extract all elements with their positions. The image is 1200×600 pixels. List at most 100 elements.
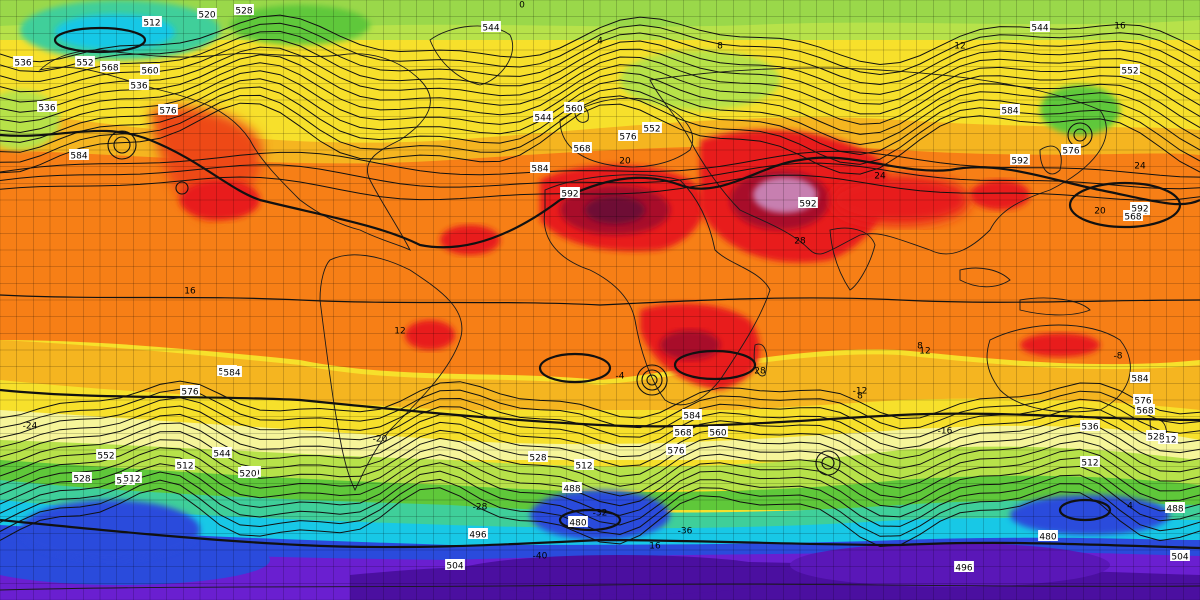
height-label: 592 — [799, 200, 816, 210]
height-label-bg — [560, 187, 580, 198]
bold-contours — [0, 26, 1200, 550]
temperature-label: -32 — [593, 509, 608, 519]
height-contour — [0, 162, 1200, 190]
height-contour — [0, 14, 1200, 66]
height-label: 544 — [213, 450, 230, 460]
height-label-bg — [75, 56, 95, 67]
height-label-bg — [129, 79, 149, 90]
height-label: 576 — [667, 447, 684, 457]
height-label-bg — [1000, 104, 1020, 115]
temperature-label: 20 — [619, 157, 631, 167]
temperature-label: 8 — [917, 342, 923, 352]
height-label: 480 — [1039, 533, 1056, 543]
height-label-bg — [954, 561, 974, 572]
height-contour — [0, 62, 1200, 125]
height-contour — [0, 405, 1200, 450]
height-label-bg — [37, 101, 57, 112]
height-label: 536 — [1081, 423, 1098, 433]
height-label: 568 — [101, 64, 118, 74]
temperature-label: 24 — [874, 172, 886, 182]
height-label-bg — [564, 102, 584, 113]
height-contour — [0, 54, 1200, 115]
height-label-bg — [222, 366, 242, 377]
height-label-bg — [69, 149, 89, 160]
height-label: 568 — [573, 145, 590, 155]
height-label-bg — [572, 142, 592, 153]
temperature-label: 20 — [1094, 207, 1106, 217]
height-contour — [0, 30, 1200, 86]
height-label: 496 — [469, 531, 486, 541]
height-label: 536 — [38, 104, 55, 114]
height-label: 576 — [1062, 147, 1079, 157]
height-label-bg — [574, 459, 594, 470]
height-contour — [0, 70, 1200, 135]
temperature-label: -20 — [373, 435, 388, 445]
height-label: 584 — [223, 369, 240, 379]
temperature-label: 12 — [954, 42, 965, 52]
temperature-label: 4 — [597, 37, 603, 47]
height-label-bg — [234, 4, 254, 15]
height-label: 576 — [159, 107, 176, 117]
height-contour — [0, 150, 1200, 178]
height-label-bg — [533, 111, 553, 122]
height-label: 552 — [1121, 67, 1138, 77]
height-label: 576 — [619, 133, 636, 143]
height-contour — [0, 478, 1200, 537]
temperature-label: 4 — [1127, 502, 1133, 512]
height-label: 544 — [534, 114, 551, 124]
height-label-bg — [1135, 404, 1155, 415]
temperature-label: 8 — [857, 392, 863, 402]
height-label-bg — [642, 122, 662, 133]
height-label-bg — [142, 16, 162, 27]
height-label: 488 — [1166, 505, 1183, 515]
height-label-bg — [1165, 502, 1185, 513]
height-label: 576 — [1134, 397, 1151, 407]
height-label: 504 — [446, 562, 463, 572]
height-label-bg — [180, 385, 200, 396]
height-label-bg — [618, 130, 638, 141]
height-label: 528 — [529, 454, 546, 464]
height-label: 504 — [1171, 553, 1188, 563]
height-label-bg — [682, 409, 702, 420]
temperature-label: 0 — [519, 1, 525, 11]
height-label-bg — [72, 472, 92, 483]
height-label-bg — [530, 162, 550, 173]
height-label: 568 — [1124, 213, 1141, 223]
height-label: 528 — [235, 7, 252, 17]
height-label-bg — [13, 56, 33, 67]
height-label-bg — [175, 459, 195, 470]
temperature-label: 16 — [649, 542, 661, 552]
height-label: 568 — [674, 429, 691, 439]
height-label-bg — [1123, 210, 1143, 221]
height-label: 544 — [482, 24, 499, 34]
height-label: 552 — [97, 452, 114, 462]
height-label-bg — [1120, 64, 1140, 75]
height-label: 584 — [1131, 375, 1148, 385]
height-label: 584 — [70, 152, 87, 162]
height-label-bg — [1061, 144, 1081, 155]
temperature-label: 12 — [394, 327, 405, 337]
height-label: 496 — [955, 564, 972, 574]
height-contour — [0, 421, 1200, 469]
height-contour — [0, 22, 1200, 76]
height-label: 512 — [123, 475, 140, 485]
height-label: 512 — [575, 462, 592, 472]
height-label-bg — [1133, 394, 1153, 405]
height-label-bg — [197, 8, 217, 19]
height-label-bg — [122, 472, 142, 483]
height-label-bg — [673, 426, 693, 437]
temperature-label: -24 — [23, 422, 38, 432]
height-contour — [0, 38, 1200, 95]
height-label-bg — [1158, 433, 1178, 444]
height-label: 512 — [176, 462, 193, 472]
height-label: 568 — [1136, 407, 1153, 417]
height-label: 512 — [1159, 436, 1176, 446]
height-label-bg — [1170, 550, 1190, 561]
height-label: 528 — [73, 475, 90, 485]
height-label-bg — [445, 559, 465, 570]
height-label-bg — [468, 528, 488, 539]
height-label-bg — [1080, 420, 1100, 431]
temperature-label: -40 — [533, 552, 548, 562]
